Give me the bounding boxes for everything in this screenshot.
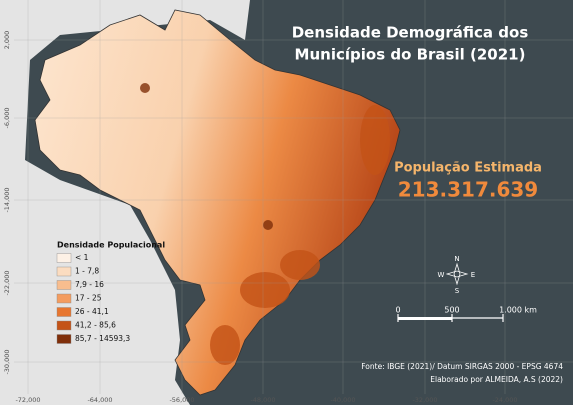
scale-bar: 0 500 1.000 km: [395, 306, 537, 322]
credit: Elaborado por ALMEIDA, A.S (2022): [430, 375, 563, 384]
compass-w: W: [438, 271, 445, 279]
compass-n: N: [454, 255, 459, 263]
grid-label: -6,000: [3, 108, 11, 129]
grid-label: -22,000: [3, 270, 11, 295]
grid-label: -72,000: [15, 396, 40, 404]
grid-label: 2,000: [3, 31, 11, 50]
graticule: [14, 0, 573, 394]
population-value: 213.317.639: [398, 178, 538, 202]
grid-label: -40,000: [330, 396, 355, 404]
legend-label: 17 - 25: [75, 294, 102, 303]
legend-label: 1 - 7,8: [75, 267, 99, 276]
scale-label: 500: [444, 306, 459, 315]
dense-areas: [140, 83, 390, 365]
scale-label: 1.000 km: [499, 306, 537, 315]
credit: Fonte: IBGE (2021)/ Datum SIRGAS 2000 - …: [361, 362, 563, 371]
legend-label: 26 - 41,1: [75, 307, 109, 316]
legend-label: 85,7 - 14593,3: [75, 334, 130, 343]
neighbor-countries: [0, 0, 250, 405]
legend-swatch: [56, 307, 72, 317]
title: Densidade Demográfica dos: [292, 24, 529, 42]
legend: < 1 1 - 7,8 7,9 - 16 17 - 25 26 - 41,1 41,2 -…: [56, 253, 130, 344]
legend-label: 7,9 - 16: [75, 280, 104, 289]
legend-swatch: [56, 253, 72, 263]
population-label: População Estimada: [394, 161, 542, 176]
compass: N E S W: [438, 255, 476, 295]
legend-title: Densidade Populacional: [57, 241, 165, 250]
legend-swatch: [56, 293, 72, 304]
grid-label: -64,000: [87, 396, 112, 404]
grid-label: -32,000: [412, 396, 437, 404]
legend-swatch: [56, 320, 72, 331]
grid-label: -56,000: [169, 396, 194, 404]
compass-s: S: [455, 287, 460, 295]
legend-label: 41,2 - 85,6: [75, 321, 116, 330]
grid-label: -48,000: [250, 396, 275, 404]
legend-swatch: [56, 280, 72, 290]
title: Municípios do Brasil (2021): [295, 46, 526, 64]
grid-label: -30,000: [3, 349, 11, 374]
brazil: [34, 9, 401, 396]
grid-label: -24,000: [492, 396, 517, 404]
legend-swatch: [56, 334, 72, 344]
legend-label: < 1: [75, 253, 89, 262]
grid-label: -14,000: [3, 187, 11, 212]
compass-e: E: [471, 271, 475, 279]
scale-label: 0: [395, 306, 400, 315]
legend-swatch: [56, 266, 72, 277]
